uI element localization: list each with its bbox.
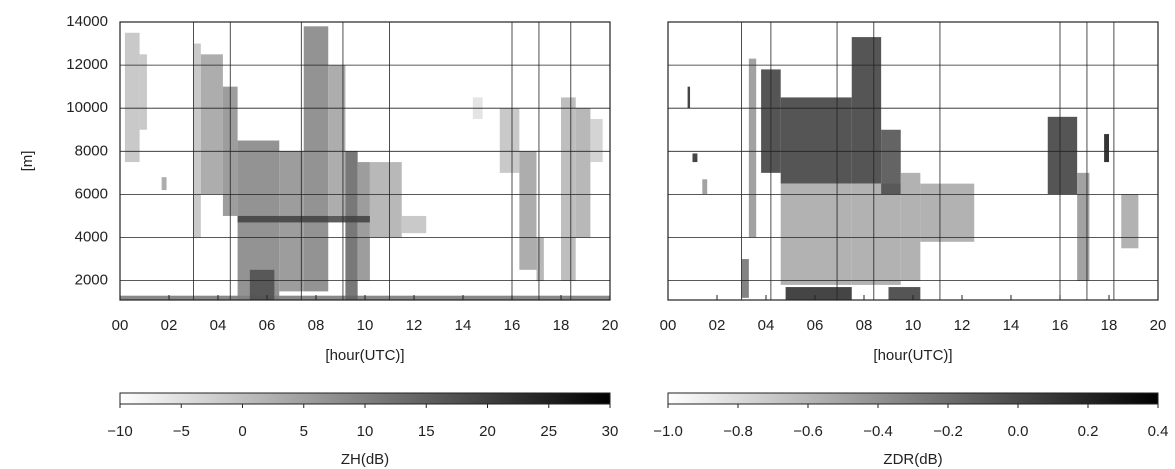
cell xyxy=(692,153,698,163)
x-tick-label: 00 xyxy=(112,317,129,334)
cell xyxy=(687,86,691,109)
cell xyxy=(780,183,852,285)
cell xyxy=(237,215,370,223)
cell xyxy=(303,26,329,292)
cell xyxy=(561,97,576,281)
x-tick-label: 08 xyxy=(308,317,325,334)
x-tick-label: 20 xyxy=(1150,317,1167,334)
cell xyxy=(345,151,358,300)
y-tick-label: 10000 xyxy=(66,99,108,116)
x-tick-label: 04 xyxy=(210,317,227,334)
x-tick-label: 04 xyxy=(758,317,775,334)
colorbar-tick-label: −1.0 xyxy=(653,423,683,440)
cell xyxy=(193,43,201,238)
colorbar-tick-label: −0.8 xyxy=(723,423,753,440)
colorbar-tick-label: −0.2 xyxy=(933,423,963,440)
x-tick-label: 16 xyxy=(504,317,521,334)
cell xyxy=(328,65,346,216)
cell xyxy=(741,259,749,298)
x-tick-label: 14 xyxy=(455,317,472,334)
colorbar-tick-label: −10 xyxy=(107,423,132,440)
x-tick-label: 10 xyxy=(357,317,374,334)
colorbar-tick-label: 0.4 xyxy=(1148,423,1169,440)
colorbar-tick-label: 15 xyxy=(418,423,435,440)
x-tick-label: 06 xyxy=(259,317,276,334)
colorbar-tick-label: 25 xyxy=(540,423,557,440)
x-tick-label: 18 xyxy=(1101,317,1118,334)
cell xyxy=(161,177,167,191)
y-tick-label: 12000 xyxy=(66,56,108,73)
x-tick-label: 20 xyxy=(602,317,619,334)
cell xyxy=(702,179,708,195)
colorbar-label: ZH(dB) xyxy=(341,451,389,468)
colorbar-tick-label: 5 xyxy=(300,423,308,440)
x-tick-label: 06 xyxy=(807,317,824,334)
cell xyxy=(1077,172,1090,281)
colorbar-tick-label: −0.6 xyxy=(793,423,823,440)
x-tick-label: 14 xyxy=(1003,317,1020,334)
y-tick-label: 4000 xyxy=(75,228,108,245)
cell xyxy=(124,32,140,163)
y-axis-label: [m] xyxy=(19,151,36,172)
cell xyxy=(575,108,591,238)
cell xyxy=(851,183,901,285)
x-axis-label: [hour(UTC)] xyxy=(325,347,404,364)
cell xyxy=(1104,134,1109,163)
plot-frame xyxy=(667,21,1159,301)
colorbar-tick-label: −5 xyxy=(173,423,190,440)
x-tick-label: 16 xyxy=(1052,317,1069,334)
cell xyxy=(1047,116,1078,195)
cell xyxy=(920,183,975,242)
colorbar-tick-label: 10 xyxy=(357,423,374,440)
cell xyxy=(139,54,147,130)
plot-frame xyxy=(119,21,611,301)
cell xyxy=(851,37,882,184)
cell xyxy=(785,287,852,300)
cell xyxy=(401,215,427,234)
colorbar-tick-label: −0.4 xyxy=(863,423,893,440)
cell xyxy=(519,151,537,270)
x-tick-label: 02 xyxy=(161,317,178,334)
colorbar-tick-label: 0.2 xyxy=(1078,423,1099,440)
cell xyxy=(888,287,921,300)
colorbar-tick-label: 20 xyxy=(479,423,496,440)
cell xyxy=(249,269,275,300)
x-tick-label: 10 xyxy=(905,317,922,334)
colorbar xyxy=(119,392,611,405)
colorbar-tick-label: 0 xyxy=(238,423,246,440)
colorbar-tick-label: 30 xyxy=(602,423,619,440)
colorbar xyxy=(667,392,1159,405)
x-tick-label: 02 xyxy=(709,317,726,334)
x-tick-label: 18 xyxy=(553,317,570,334)
cell xyxy=(590,118,603,163)
x-axis-label: [hour(UTC)] xyxy=(873,347,952,364)
y-tick-label: 14000 xyxy=(66,13,108,30)
x-tick-label: 00 xyxy=(660,317,677,334)
y-tick-label: 8000 xyxy=(75,142,108,159)
cell xyxy=(536,237,544,281)
cell xyxy=(369,162,402,238)
x-tick-label: 12 xyxy=(406,317,423,334)
cell xyxy=(900,172,921,281)
colorbar-label: ZDR(dB) xyxy=(883,451,942,468)
cell xyxy=(881,129,901,195)
colorbar-tick-label: 0.0 xyxy=(1008,423,1029,440)
cell xyxy=(748,58,757,238)
x-tick-label: 12 xyxy=(954,317,971,334)
cell xyxy=(499,108,520,173)
y-tick-label: 6000 xyxy=(75,185,108,202)
cell xyxy=(780,97,852,184)
cell xyxy=(1121,194,1139,249)
x-tick-label: 08 xyxy=(856,317,873,334)
y-tick-label: 2000 xyxy=(75,272,108,289)
cell xyxy=(200,54,223,195)
